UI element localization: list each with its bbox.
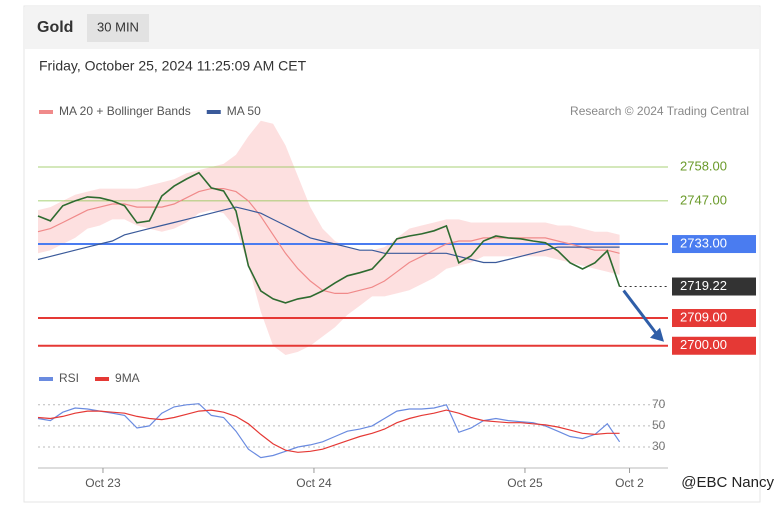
timeframe-box [87, 14, 149, 42]
legend-swatch [95, 377, 110, 381]
legend-swatch [39, 110, 53, 114]
legend-swatch [39, 377, 53, 381]
forecast-arrow [622, 289, 660, 337]
legend-label: MA 20 + Bollinger Bands [59, 104, 191, 118]
series-line [37, 403, 621, 459]
level-label: 2709.00 [680, 309, 727, 324]
series-line [37, 188, 620, 294]
level-label: 2719.22 [680, 278, 727, 293]
legend-label: 9MA [115, 371, 140, 385]
level-label: 2733.00 [680, 235, 727, 250]
level-box [672, 277, 756, 296]
timeframe: 30 MIN [97, 19, 139, 34]
legend-label: MA 50 [227, 104, 261, 118]
bollinger-band [38, 120, 620, 355]
title: Gold [37, 19, 73, 36]
level-label: 2700.00 [680, 337, 727, 352]
timestamp: Friday, October 25, 2024 11:25:09 AM CET [39, 58, 307, 74]
y-tick-label: 50 [652, 418, 666, 432]
x-tick-label: Oct 23 [85, 476, 121, 490]
watermark: @EBC Nancy [681, 474, 774, 491]
legend-swatch [206, 110, 221, 114]
arrow-head [650, 327, 664, 342]
level-box [672, 309, 756, 328]
series-line [37, 206, 620, 264]
level-box [672, 235, 756, 254]
credit: Research © 2024 Trading Central [570, 104, 749, 118]
price-line [37, 171, 621, 304]
y-tick-label: 30 [652, 439, 666, 453]
legend-label: RSI [59, 371, 79, 385]
level-label: 2747.00 [680, 192, 727, 207]
level-box [672, 336, 756, 355]
x-tick-label: Oct 2 [615, 476, 644, 490]
series-line [37, 409, 620, 453]
level-label: 2758.00 [680, 158, 727, 173]
y-tick-label: 70 [652, 397, 666, 411]
x-tick-label: Oct 24 [296, 476, 332, 490]
x-tick-label: Oct 25 [507, 476, 543, 490]
